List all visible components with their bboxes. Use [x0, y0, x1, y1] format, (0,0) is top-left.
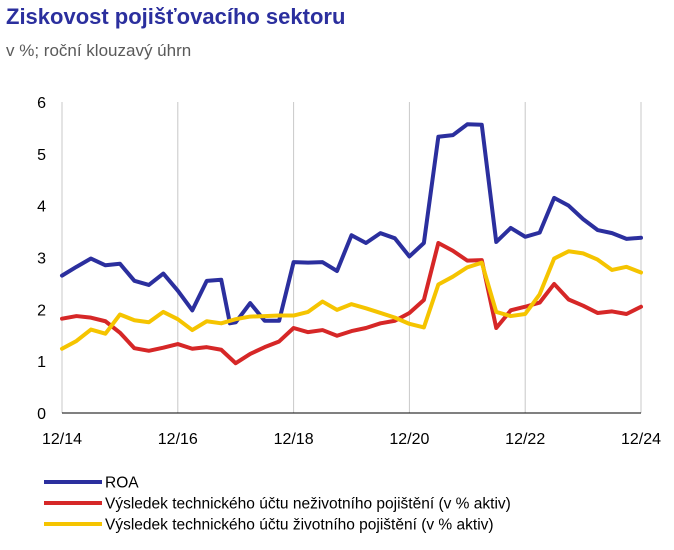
y-tick-label: 6: [37, 95, 46, 112]
y-tick-label: 3: [37, 251, 46, 268]
x-tick-label: 12/22: [505, 431, 545, 448]
x-tick-label: 12/18: [274, 431, 314, 448]
legend: ROA Výsledek technického účtu neživotního…: [44, 475, 511, 534]
chart-subtitle: v %; roční klouzavý úhrn: [6, 41, 192, 60]
y-tick-label: 2: [37, 302, 46, 319]
legend-label: Výsledek technického účtu životního poji…: [105, 517, 494, 534]
series-line-2: [60, 240, 643, 366]
axes: 0 1 2 3 4 5 6 12/14 12/16 12/18 12/20 12/22 12/24: [37, 95, 661, 448]
legend-label: Výsledek technického účtu neživotního po…: [105, 496, 511, 513]
chart-title: Ziskovost pojišťovacího sektoru: [6, 4, 346, 29]
y-tick-label: 4: [37, 199, 46, 216]
x-tick-label: 12/24: [621, 431, 661, 448]
y-tick-label: 0: [37, 406, 46, 423]
series-line-3: [60, 249, 643, 351]
legend-label: ROA: [105, 475, 139, 492]
y-tick-label: 5: [37, 147, 46, 164]
x-tick-label: 12/16: [158, 431, 198, 448]
gridlines: [61, 102, 642, 413]
series-lines: [60, 122, 643, 366]
series-line-1: [60, 122, 643, 326]
x-tick-label: 12/14: [42, 431, 82, 448]
y-tick-label: 1: [37, 354, 46, 371]
x-tick-label: 12/20: [389, 431, 429, 448]
